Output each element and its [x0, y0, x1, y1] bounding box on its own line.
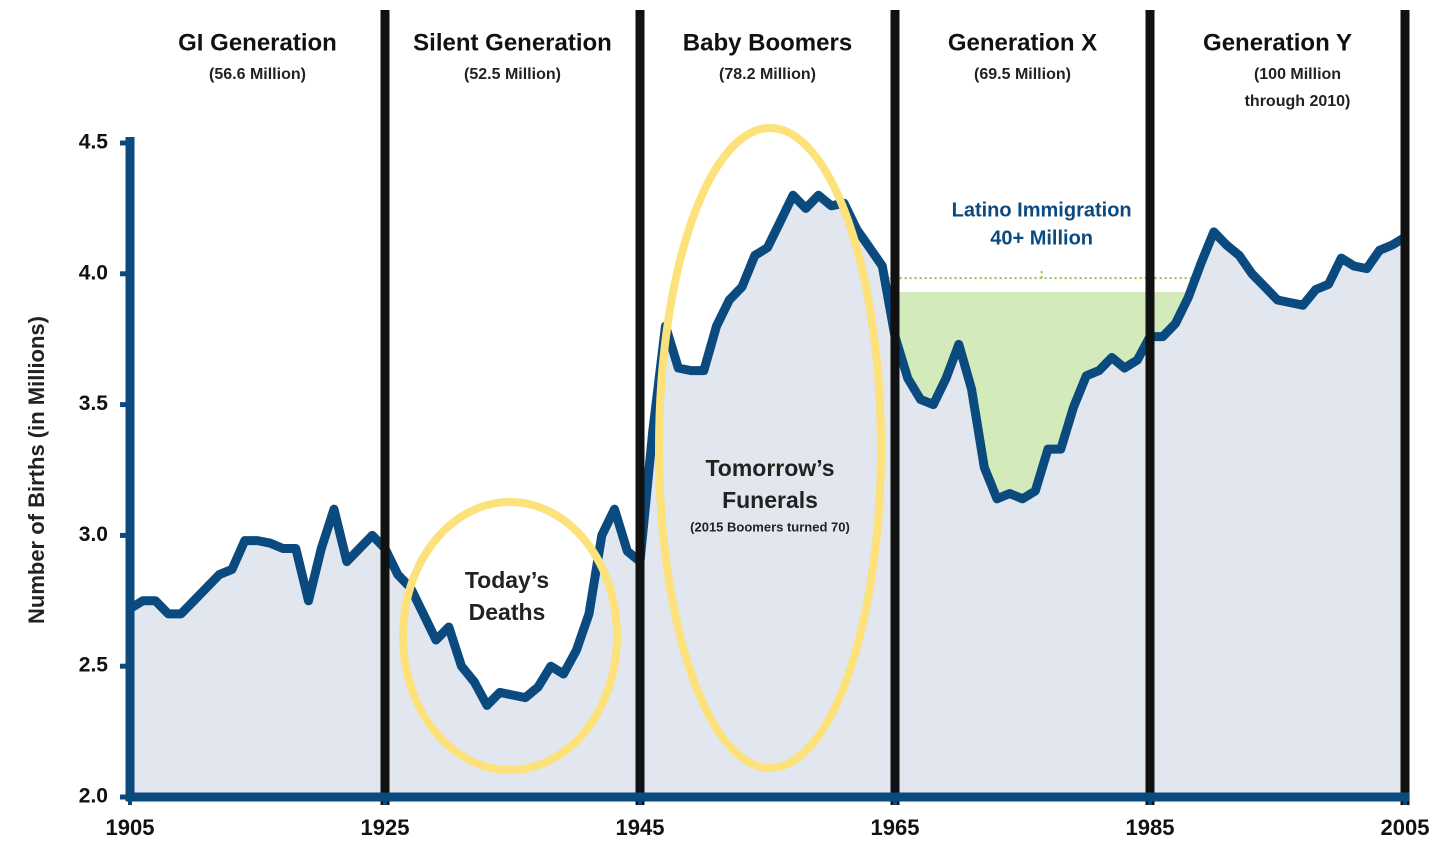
- y-tick-label: 2.5: [79, 654, 109, 677]
- annotation-text: Deaths: [469, 599, 546, 625]
- generation-subtitle: through 2010): [1245, 93, 1351, 110]
- highlight-label: 40+ Million: [990, 227, 1093, 249]
- y-tick-label: 4.5: [79, 131, 109, 154]
- highlight-label: Latino Immigration: [952, 199, 1132, 221]
- area: [130, 195, 1405, 798]
- y-tick-label: 2.0: [79, 785, 108, 808]
- x-tick-label: 1925: [361, 815, 410, 840]
- generation-name: Generation Y: [1203, 29, 1352, 56]
- line: [127, 190, 1408, 710]
- generation-subtitle: (56.6 Million): [209, 66, 306, 83]
- annotation-text: Funerals: [722, 487, 818, 513]
- annotation-note: (2015 Boomers turned 70): [690, 519, 850, 534]
- x-tick-label: 2005: [1381, 815, 1430, 840]
- generation-subtitle: (100 Million: [1254, 66, 1341, 83]
- y-tick-label: 4.0: [79, 261, 108, 284]
- generation-name: GI Generation: [178, 29, 337, 56]
- generation-name: Silent Generation: [413, 29, 612, 56]
- generation-name: Generation X: [948, 29, 1097, 56]
- generation-subtitle: (52.5 Million): [464, 66, 561, 83]
- generation-subtitle: (78.2 Million): [719, 66, 816, 83]
- x-tick-label: 1965: [871, 815, 920, 840]
- annotation-text: Tomorrow’s: [705, 455, 834, 481]
- y-axis-label: Number of Births (in Millions): [24, 316, 49, 624]
- y-tick-label: 3.0: [79, 523, 108, 546]
- x-tick-label: 1905: [106, 815, 155, 840]
- generation-name: Baby Boomers: [683, 29, 852, 56]
- annotation-ellipse: [399, 498, 621, 774]
- annotation-text: Today’s: [465, 567, 549, 593]
- x-tick-label: 1945: [616, 815, 665, 840]
- x-tick-label: 1985: [1126, 815, 1175, 840]
- generation-subtitle: (69.5 Million): [974, 66, 1071, 83]
- y-tick-label: 3.5: [79, 392, 109, 415]
- annotation-ellipse: [655, 124, 885, 772]
